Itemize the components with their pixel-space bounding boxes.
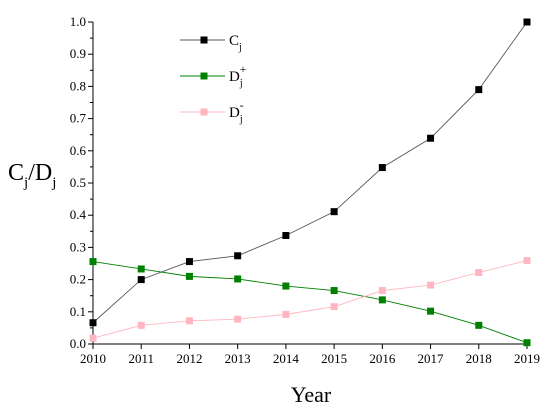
data-point (137, 321, 145, 329)
data-point (137, 276, 145, 284)
legend-label-sub: j (238, 42, 242, 53)
x-tick-label: 2017 (418, 351, 445, 366)
data-point (234, 275, 242, 283)
svg-text:Cj/Dj: Cj/Dj (8, 160, 56, 191)
y-axis-title-sub2: j (51, 175, 56, 191)
data-point (282, 282, 290, 290)
y-tick-label: 0.2 (70, 272, 86, 287)
data-point (427, 281, 435, 289)
data-point (378, 296, 386, 304)
x-tick-label: 2010 (80, 351, 106, 366)
data-point (234, 252, 242, 260)
data-point (330, 208, 338, 216)
y-tick-label: 0.6 (70, 143, 87, 158)
data-point (378, 164, 386, 172)
y-tick-label: 0.3 (70, 239, 86, 254)
legend-marker (200, 72, 208, 80)
series-0 (89, 18, 531, 327)
data-point (427, 134, 435, 142)
series-layer (89, 18, 531, 347)
y-tick-label: 0.7 (70, 111, 87, 126)
data-point (475, 269, 483, 277)
x-tick-label: 2018 (466, 351, 492, 366)
data-point (523, 18, 531, 26)
data-point (330, 303, 338, 311)
legend-label: Cj (229, 33, 242, 53)
x-tick-label: 2015 (321, 351, 347, 366)
series-line (92, 261, 528, 344)
data-point (523, 257, 531, 265)
data-point (185, 317, 193, 325)
data-point (523, 339, 531, 347)
legend-item-0: Cj (180, 33, 242, 53)
y-tick-label: 1.0 (70, 14, 86, 29)
data-point (185, 272, 193, 280)
data-point (89, 258, 97, 266)
legend-label: Dj - (229, 98, 244, 125)
legend-label: Dj + (229, 62, 247, 89)
data-point (475, 321, 483, 329)
data-point (427, 307, 435, 315)
y-tick-label: 0.5 (70, 175, 86, 190)
legend-label-name: D (229, 69, 240, 85)
data-point (330, 287, 338, 295)
legend-label-sup: + (240, 62, 247, 76)
data-point (475, 86, 483, 94)
series-1 (89, 258, 531, 347)
x-tick-label: 2016 (369, 351, 396, 366)
legend-label-name: C (229, 33, 239, 49)
y-tick-label: 0.4 (70, 207, 87, 222)
legend-label-sup: - (240, 98, 244, 112)
data-point (89, 334, 97, 342)
y-tick-label: 0.0 (70, 336, 86, 351)
y-tick-label: 0.8 (70, 78, 86, 93)
x-tick-label: 2019 (514, 351, 540, 366)
legend-label-sub: j (239, 78, 243, 89)
legend-item-2: Dj - (180, 98, 244, 125)
y-tick-label: 0.9 (70, 46, 86, 61)
data-point (378, 287, 386, 295)
x-tick-label: 2012 (176, 351, 202, 366)
x-tick-label: 2013 (225, 351, 251, 366)
legend-marker (200, 108, 208, 116)
y-axis-title-main: C (8, 160, 24, 186)
y-axis-title-sep: /D (28, 160, 52, 186)
legend-label-name: D (229, 105, 240, 121)
y-axis-title-sub1: j (23, 175, 28, 191)
x-tick-label: 2011 (128, 351, 154, 366)
data-point (282, 310, 290, 318)
data-point (282, 231, 290, 239)
x-axis-title: Year (291, 382, 332, 407)
data-point (185, 258, 193, 266)
y-axis-title: Cj/Dj (8, 160, 56, 191)
legend-marker (200, 36, 208, 44)
data-point (234, 315, 242, 323)
series-line (92, 260, 528, 339)
x-tick-label: 2014 (273, 351, 300, 366)
legend-label-sub: j (239, 114, 243, 125)
y-tick-label: 0.1 (70, 304, 86, 319)
axes: 0.0 0.1 0.2 0.3 0.4 0.5 0.6 0.7 0.8 0.9 1.0 2010 201… (70, 14, 540, 366)
data-point (89, 319, 97, 327)
series-2 (89, 257, 531, 342)
legend-item-1: Dj + (180, 62, 247, 89)
series-line (92, 21, 528, 324)
data-point (137, 265, 145, 273)
